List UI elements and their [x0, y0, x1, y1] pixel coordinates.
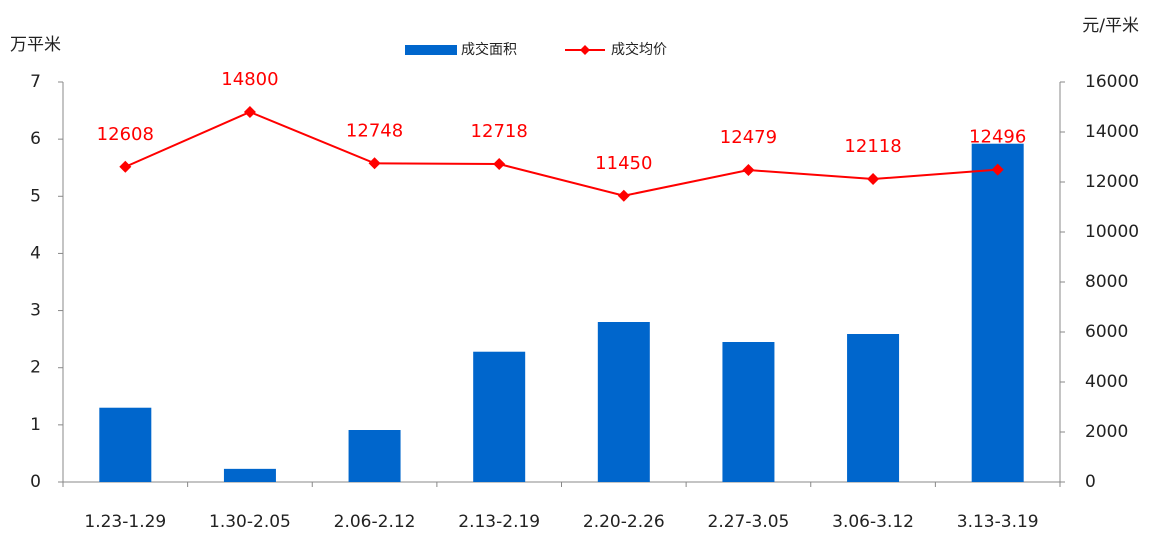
bar: [99, 407, 152, 482]
y2-tick-label: 10000: [1085, 222, 1139, 242]
data-label: 12118: [844, 136, 901, 157]
y2-tick-label: 14000: [1085, 122, 1139, 142]
data-label: 12748: [346, 120, 403, 141]
y-tick-label: 1: [30, 415, 41, 435]
x-tick-label: 1.30-2.05: [209, 512, 291, 532]
data-label: 12496: [969, 127, 1026, 148]
x-tick-label: 2.06-2.12: [334, 512, 416, 532]
bar: [348, 430, 401, 482]
data-label: 11450: [595, 153, 652, 174]
y2-tick-label: 2000: [1085, 422, 1128, 442]
y-axis-title: 万平米: [10, 35, 61, 55]
legend-label: 成交均价: [611, 41, 667, 58]
marker: [119, 160, 132, 173]
bar: [722, 342, 775, 482]
marker: [991, 163, 1004, 176]
marker: [243, 106, 256, 118]
marker: [617, 189, 630, 202]
data-label: 12608: [97, 124, 154, 145]
y-tick-label: 7: [30, 72, 41, 92]
legend-label: 成交面积: [461, 41, 517, 58]
y2-tick-label: 0: [1085, 472, 1096, 492]
line: [124, 110, 998, 197]
bar: [473, 351, 526, 482]
y2-tick-label: 8000: [1085, 272, 1128, 292]
x-tick-label: 1.23-1.29: [84, 512, 166, 532]
data-label: 12718: [471, 121, 528, 142]
legend-marker: [580, 45, 590, 55]
y2-axis-title: 元/平米: [1082, 16, 1139, 36]
y2-tick-label: 4000: [1085, 372, 1128, 392]
x-tick-label: 3.06-3.12: [832, 512, 914, 532]
y2-tick-label: 16000: [1085, 72, 1139, 92]
y2-tick-label: 12000: [1085, 172, 1139, 192]
y-tick-label: 2: [30, 358, 41, 378]
marker: [493, 158, 506, 171]
bar: [223, 468, 276, 482]
bar: [971, 143, 1024, 482]
legend-swatch: [405, 45, 457, 55]
y-tick-label: 0: [30, 472, 41, 492]
data-label: 12479: [720, 127, 777, 148]
data-label: 14800: [221, 69, 278, 90]
y2-tick-label: 6000: [1085, 322, 1128, 342]
y-tick-label: 6: [30, 129, 41, 149]
bar: [597, 322, 650, 482]
y-tick-label: 5: [30, 186, 41, 206]
x-tick-label: 2.20-2.26: [583, 512, 665, 532]
marker: [368, 157, 381, 170]
x-tick-label: 2.27-3.05: [708, 512, 790, 532]
y-tick-label: 3: [30, 301, 41, 321]
marker: [867, 173, 880, 186]
x-tick-label: 3.13-3.19: [957, 512, 1039, 532]
x-tick-label: 2.13-2.19: [458, 512, 540, 532]
y-tick-label: 4: [30, 243, 41, 263]
marker: [742, 164, 755, 177]
bar: [847, 334, 900, 482]
